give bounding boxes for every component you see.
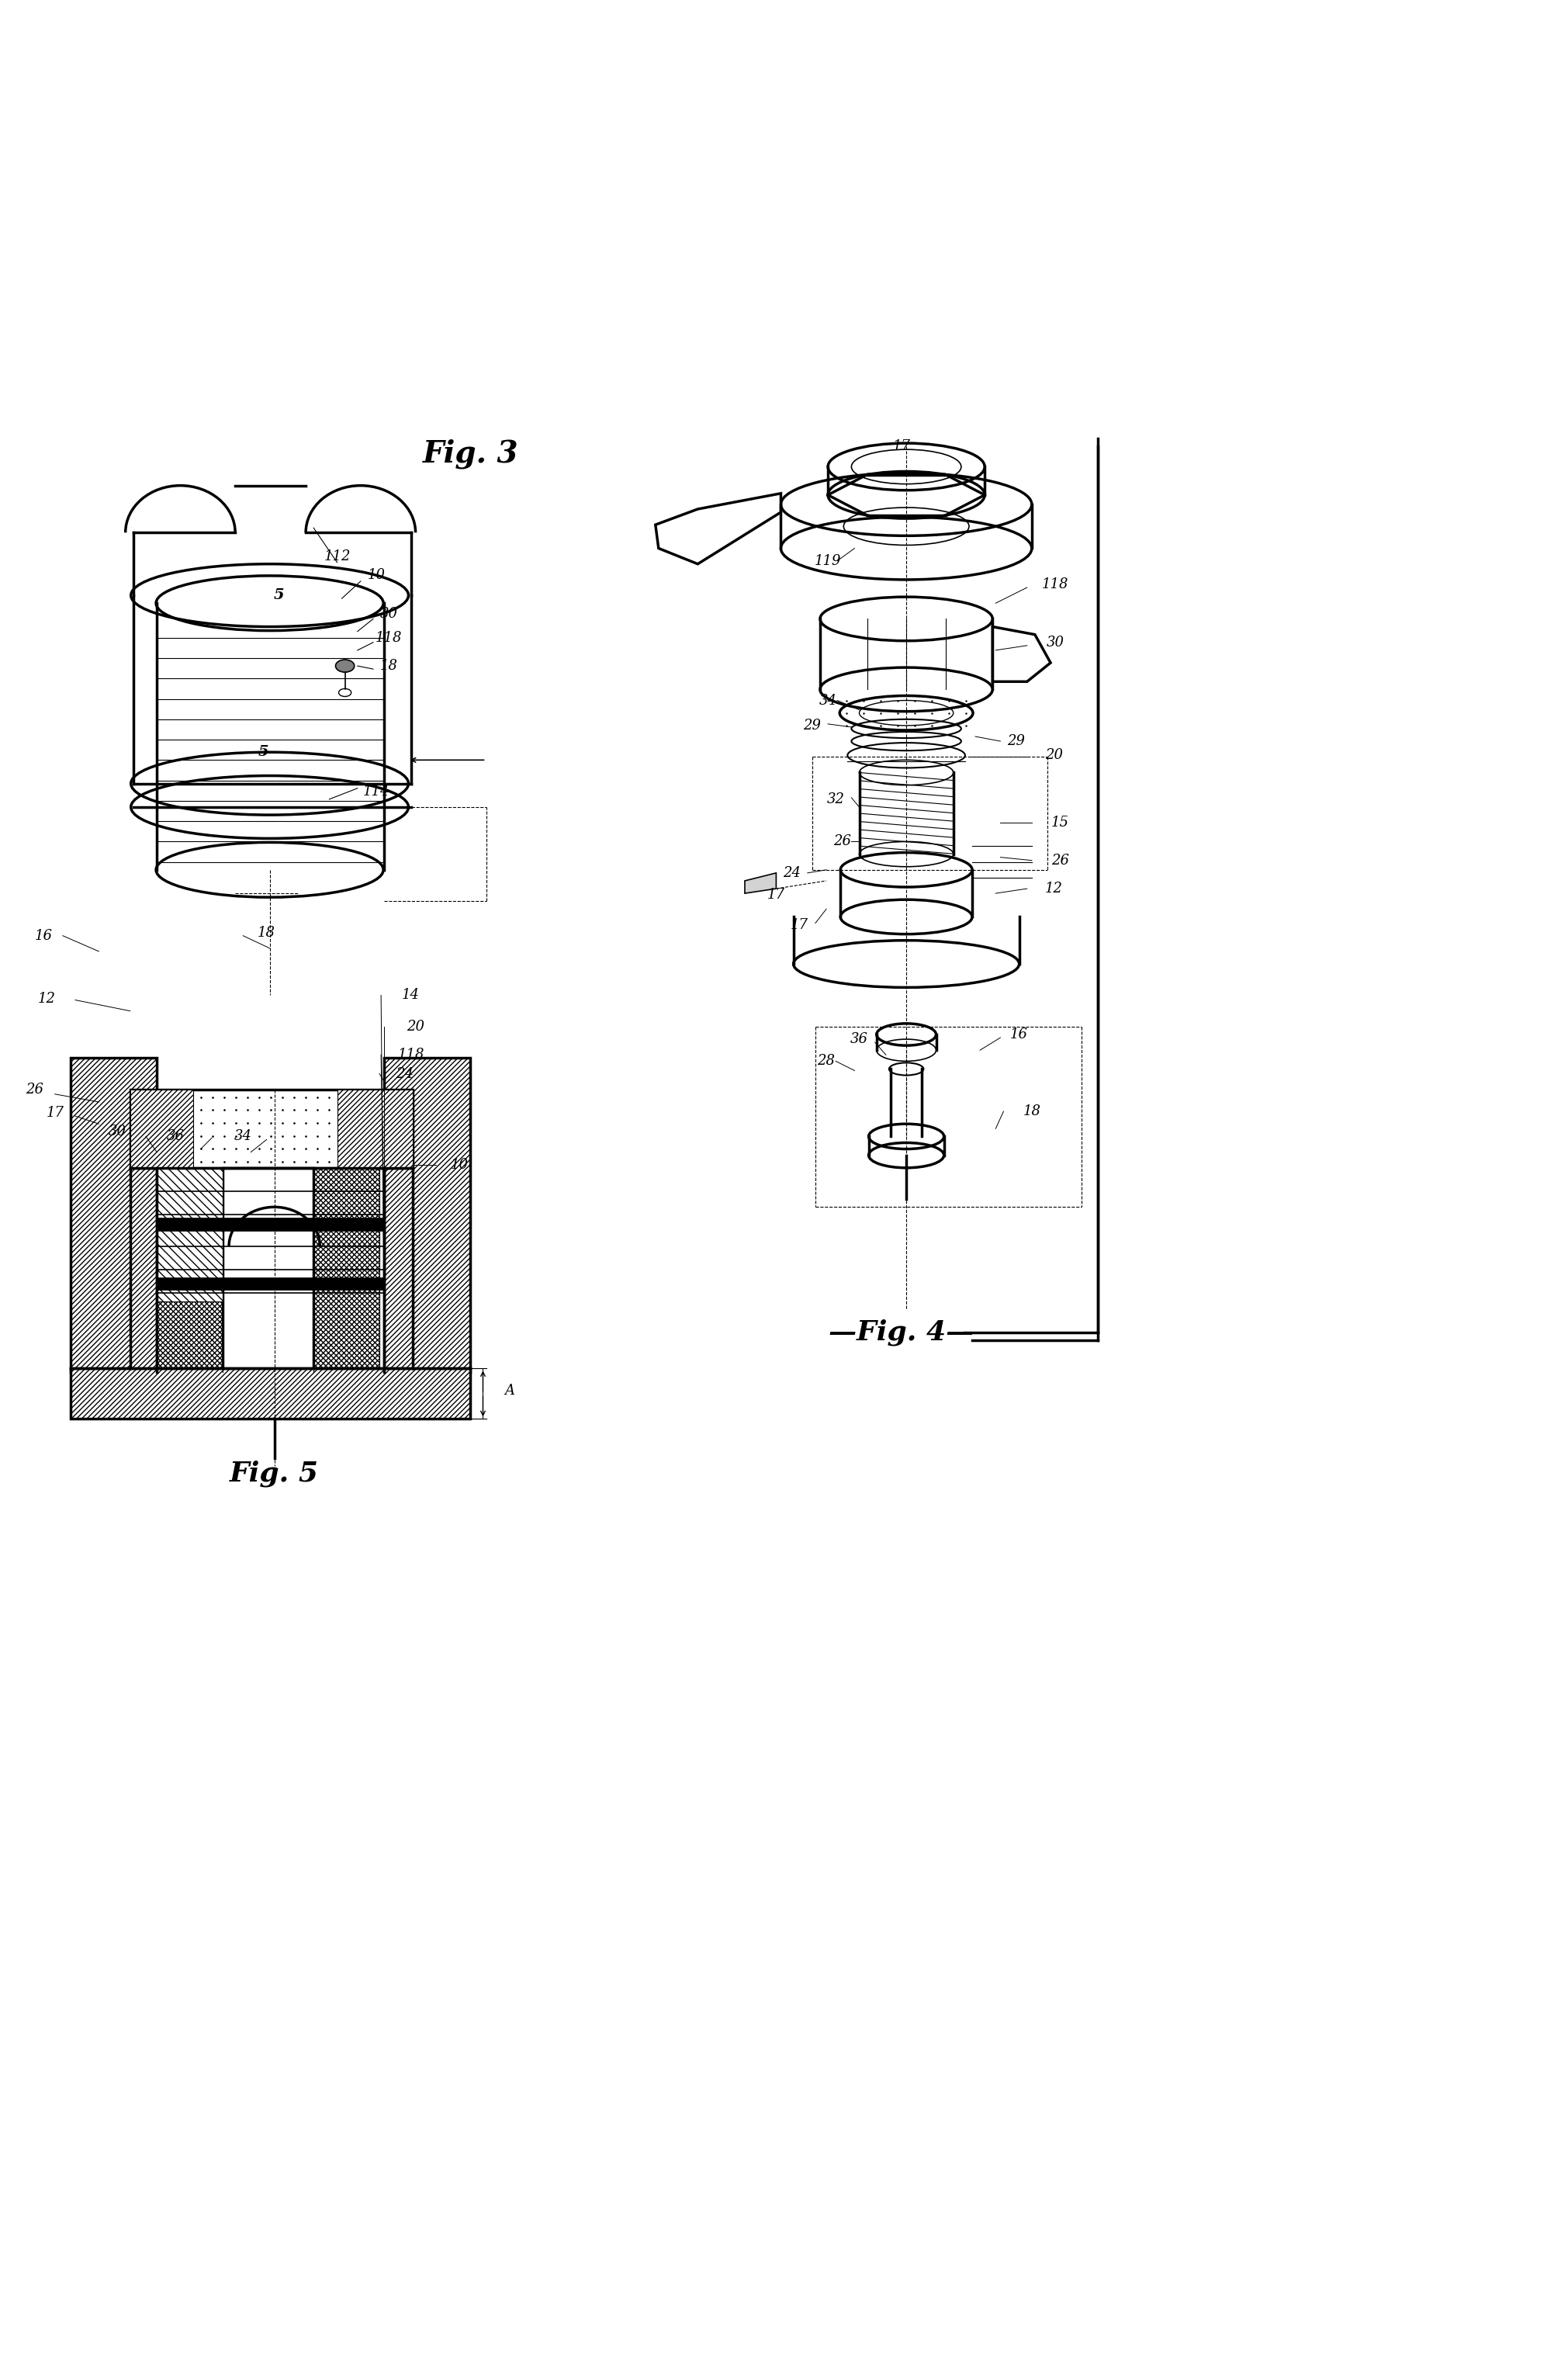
Text: 10: 10 (450, 1157, 469, 1172)
Bar (130, 1089, 412, 1167)
Text: 118: 118 (1041, 578, 1069, 592)
Text: 112: 112 (323, 549, 351, 563)
Text: 30: 30 (1046, 634, 1065, 649)
Text: 18: 18 (257, 925, 276, 940)
Text: Fig. 3: Fig. 3 (422, 440, 519, 469)
Text: 15: 15 (1051, 817, 1069, 831)
Text: 12: 12 (38, 992, 56, 1006)
Text: A: A (505, 1385, 514, 1397)
Text: 10: 10 (367, 568, 386, 582)
Text: 14: 14 (401, 989, 420, 1001)
Polygon shape (745, 873, 776, 892)
Bar (157, 1167, 223, 1302)
Text: 20: 20 (406, 1020, 425, 1034)
Bar (337, 1089, 412, 1167)
Text: 18: 18 (1022, 1105, 1041, 1117)
Text: 16: 16 (1010, 1027, 1029, 1041)
Bar (130, 1089, 193, 1167)
Text: 114: 114 (362, 783, 390, 798)
Text: 12: 12 (1044, 881, 1063, 895)
Bar (71, 1368, 470, 1418)
Text: 17: 17 (790, 918, 809, 933)
Text: 29: 29 (803, 720, 822, 731)
Text: Fig. 5: Fig. 5 (230, 1460, 318, 1486)
Text: 24: 24 (395, 1068, 414, 1082)
Text: 24: 24 (782, 866, 801, 881)
Bar (384, 1058, 470, 1373)
Text: 118: 118 (375, 630, 403, 644)
Text: 26: 26 (833, 836, 851, 847)
Text: 34: 34 (234, 1129, 252, 1143)
Text: 34: 34 (818, 694, 837, 708)
Text: 16: 16 (34, 928, 53, 942)
Text: 28: 28 (817, 1053, 836, 1068)
Text: 26: 26 (25, 1082, 44, 1096)
Text: 18: 18 (379, 658, 398, 672)
Bar (157, 1219, 384, 1231)
Bar (314, 1167, 379, 1373)
Text: 36: 36 (850, 1032, 869, 1046)
Bar (223, 1167, 314, 1373)
Ellipse shape (336, 660, 354, 672)
Text: 26: 26 (1051, 854, 1069, 866)
Text: 17: 17 (45, 1105, 64, 1120)
Polygon shape (993, 627, 1051, 682)
Text: 118: 118 (397, 1049, 425, 1063)
Text: 30: 30 (108, 1124, 127, 1139)
Text: 119: 119 (814, 554, 842, 568)
Text: 29: 29 (1007, 734, 1025, 748)
Text: 17: 17 (892, 440, 911, 454)
Bar (157, 1278, 384, 1290)
Text: 17: 17 (767, 888, 786, 902)
Bar (71, 1058, 157, 1373)
Text: 5: 5 (274, 589, 284, 601)
Text: 36: 36 (166, 1129, 185, 1143)
Text: 5: 5 (259, 746, 268, 760)
Text: 30: 30 (379, 608, 398, 620)
Text: —Fig. 4—: —Fig. 4— (829, 1318, 974, 1347)
Bar (157, 1167, 223, 1373)
Polygon shape (655, 492, 781, 563)
Text: 20: 20 (1044, 748, 1063, 762)
Text: 32: 32 (826, 793, 845, 807)
